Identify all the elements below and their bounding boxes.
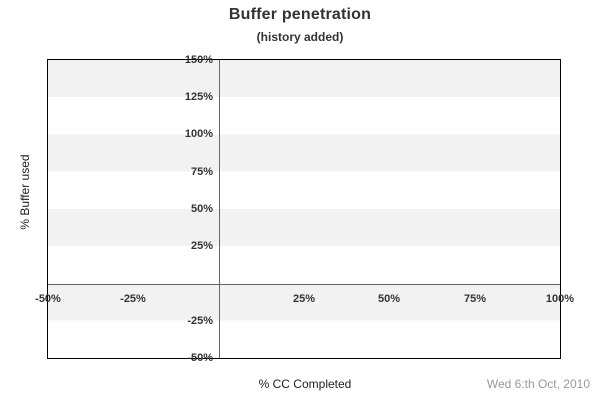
- y-axis-title: % Buffer used: [18, 154, 32, 230]
- plot-area: 150% 125% 100% 75% 50% 25% -25% -50% -50…: [35, 54, 574, 364]
- y-tick-125: 125%: [184, 91, 213, 103]
- y-axis-zero-line: [219, 60, 220, 358]
- y-tick-100: 100%: [184, 128, 213, 140]
- x-tick-100: 100%: [545, 293, 575, 305]
- x-tick-neg25: -25%: [120, 293, 146, 305]
- x-axis-zero-line: [48, 284, 560, 285]
- chart-title: Buffer penetration: [228, 6, 372, 23]
- x-tick-75: 75%: [463, 293, 487, 305]
- x-tick-neg50: -50%: [35, 293, 61, 305]
- date-label: Wed 6:th Oct, 2010: [486, 377, 590, 391]
- y-tick-150: 150%: [184, 54, 213, 66]
- y-tick-neg25: -25%: [187, 315, 213, 327]
- y-tick-25: 25%: [190, 240, 213, 252]
- chart-subtitle: (history added): [256, 30, 344, 44]
- x-axis-title: % CC Completed: [258, 377, 352, 391]
- x-tick-50: 50%: [377, 293, 401, 305]
- y-tick-50: 50%: [190, 203, 213, 215]
- y-tick-75: 75%: [190, 166, 213, 178]
- x-tick-25: 25%: [292, 293, 316, 305]
- y-tick-neg50: -50%: [187, 352, 213, 364]
